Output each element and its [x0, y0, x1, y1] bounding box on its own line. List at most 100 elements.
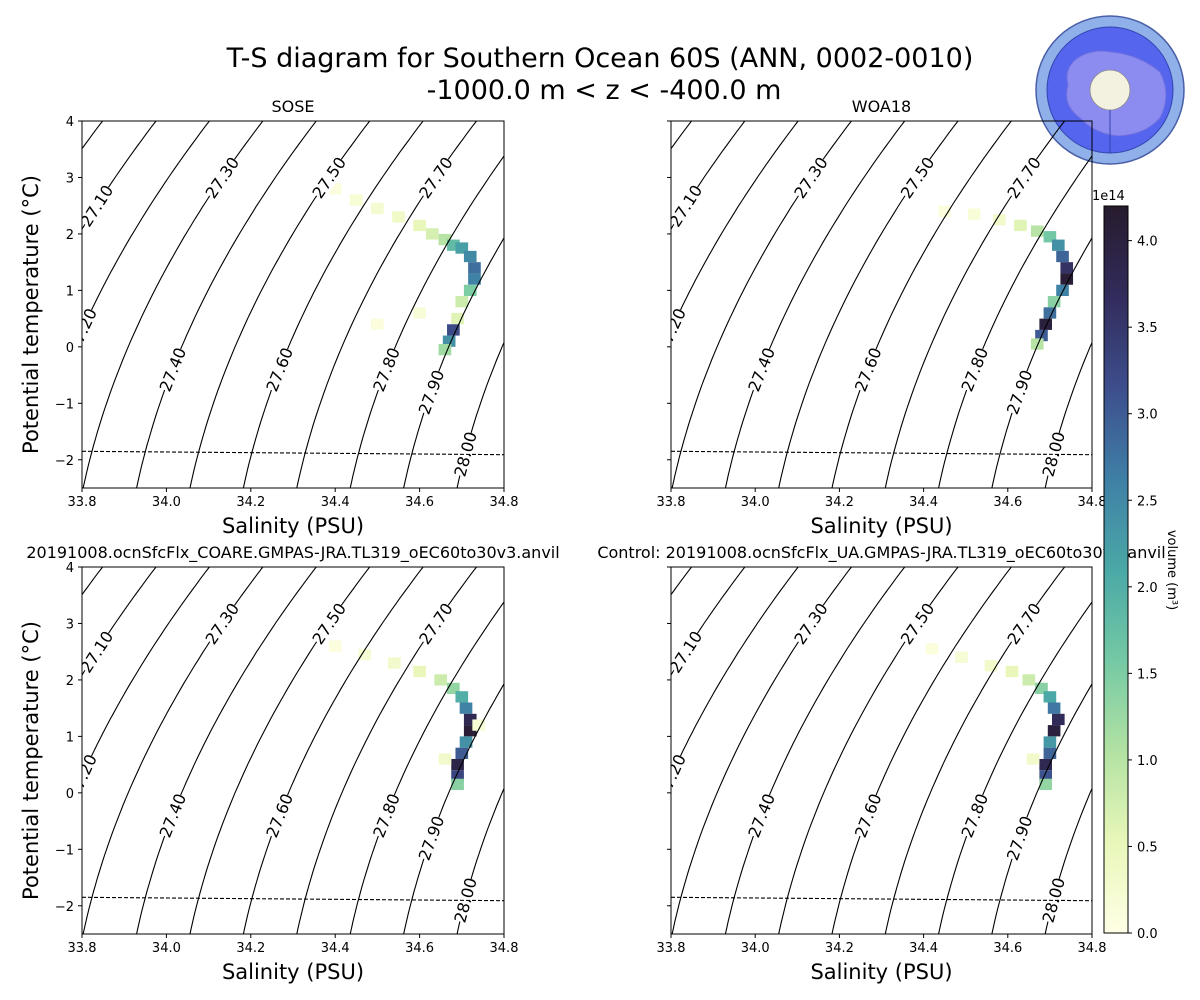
- x-tick-label: 34.0: [741, 941, 770, 956]
- heatmap-cell: [472, 719, 486, 731]
- panel-plot-area: 27.0027.1027.2027.3027.4027.5027.6027.70…: [631, 121, 1092, 488]
- y-tick-label: 0: [66, 341, 74, 356]
- density-contour: [242, 567, 424, 934]
- panel-title: WOA18: [852, 97, 911, 116]
- heatmap-cell: [442, 335, 456, 347]
- y-tick-label: −1: [55, 397, 74, 412]
- y-tick-label: 4: [66, 115, 74, 130]
- x-tick-label: 34.4: [321, 495, 350, 510]
- contour-label-bg: [671, 182, 705, 230]
- density-contour: [82, 121, 104, 150]
- density-contour: [1044, 787, 1092, 934]
- y-tick-label: −2: [55, 454, 74, 469]
- contour-label: 27.80: [369, 791, 404, 841]
- contour-label: 27.40: [744, 791, 779, 841]
- contour-label-bg: [1038, 430, 1068, 478]
- panel-title: Control: 20191008.ocnSfcFlx_UA.GMPAS-JRA…: [597, 543, 1165, 563]
- ts-panel-0: SOSE27.0027.1027.2027.3027.4027.5027.602…: [19, 97, 519, 538]
- colorbar-tick-label: 0.5: [1137, 840, 1158, 855]
- contour-label-bg: [450, 876, 480, 924]
- x-tick-label: 33.8: [68, 495, 97, 510]
- contour-label: 27.10: [76, 182, 117, 231]
- x-tick-label: 34.6: [405, 941, 434, 956]
- density-contour: [671, 121, 799, 332]
- x-tick-label: 34.8: [490, 941, 519, 956]
- x-tick-label: 34.4: [909, 941, 938, 956]
- contour-label-bg: [851, 791, 885, 840]
- heatmap-cell: [371, 318, 384, 330]
- heatmap-cell: [349, 194, 363, 206]
- heatmap-cell: [984, 660, 998, 672]
- heatmap-cell: [459, 736, 473, 748]
- antarctic-polar-map-icon: [1035, 15, 1185, 165]
- y-tick-label: −1: [55, 843, 74, 858]
- contour-label-bg: [450, 430, 480, 478]
- panel-plot-area: 27.0027.1027.2027.3027.4027.5027.6027.70…: [76, 567, 504, 934]
- colorbar-tick-label: 0.0: [1137, 927, 1158, 942]
- heatmap-cell: [468, 262, 481, 274]
- contour-label-bg: [155, 791, 189, 840]
- x-tick-label: 34.8: [490, 495, 519, 510]
- contour-label: 27.70: [415, 599, 457, 648]
- heatmap-cell: [1047, 296, 1061, 308]
- heatmap-cell: [1043, 691, 1057, 703]
- ts-panel-2: 20191008.ocnSfcFlx_COARE.GMPAS-JRA.TL319…: [19, 543, 560, 984]
- heatmap-cell: [1005, 665, 1019, 678]
- density-contour: [724, 567, 906, 934]
- heatmap-cell: [1056, 284, 1069, 297]
- freezing-point-line: [82, 896, 504, 902]
- density-contour: [671, 121, 692, 150]
- heatmap-cell: [1026, 753, 1040, 765]
- panel-title: SOSE: [271, 97, 314, 116]
- heatmap-cell: [451, 770, 464, 782]
- density-contour: [991, 682, 1092, 934]
- colorbar-multiplier: 1e14: [1092, 189, 1125, 204]
- contour-label-bg: [308, 154, 349, 201]
- figure-title-line2: -1000.0 m < z < -400.0 m: [427, 75, 782, 106]
- heatmap-cell: [451, 758, 464, 771]
- contour-label: 27.00: [630, 599, 672, 648]
- heatmap-cell: [451, 778, 464, 791]
- colorbar-tick-label: 3.0: [1137, 408, 1158, 423]
- heatmap-cell: [463, 284, 477, 297]
- contour-label-bg: [42, 154, 82, 200]
- x-tick-label: 34.4: [321, 941, 350, 956]
- contour-label-bg: [202, 600, 242, 647]
- contour-label-bg: [631, 154, 671, 200]
- contour-label: 27.10: [665, 628, 706, 677]
- heatmap-cell: [455, 747, 469, 759]
- heatmap-cell: [1043, 747, 1057, 759]
- panel-frame: [81, 566, 505, 935]
- density-contour: [403, 682, 504, 934]
- contour-label: 27.20: [653, 305, 689, 355]
- density-contour: [349, 155, 504, 488]
- contour-label-bg: [308, 600, 349, 647]
- density-contour: [671, 567, 692, 596]
- contour-label: 27.10: [76, 628, 117, 677]
- contour-label-bg: [1003, 600, 1044, 647]
- heatmap-cell: [1014, 219, 1027, 232]
- contour-label-bg: [415, 368, 448, 416]
- x-tick-label: 34.6: [993, 941, 1022, 956]
- heatmap-cell: [459, 702, 473, 714]
- y-tick-label: 2: [66, 228, 74, 243]
- density-contour: [82, 567, 264, 934]
- y-tick-label: 3: [66, 617, 74, 632]
- heatmap-cell: [1060, 273, 1074, 285]
- x-tick-label: 34.0: [152, 941, 181, 956]
- x-tick-label: 34.2: [236, 495, 265, 510]
- contour-label-bg: [744, 345, 778, 394]
- heatmap-cell: [1047, 702, 1061, 714]
- density-contour: [1044, 341, 1092, 488]
- heatmap-cell: [387, 657, 401, 669]
- heatmap-cell: [463, 725, 477, 737]
- heatmap-cell: [1043, 307, 1057, 319]
- contour-label: 27.60: [851, 791, 886, 841]
- x-tick-label: 34.6: [405, 495, 434, 510]
- heatmap-cell: [438, 344, 452, 356]
- heatmap-cell: [425, 228, 439, 240]
- x-tick-label: 33.8: [657, 941, 686, 956]
- contour-label-bg: [369, 345, 403, 394]
- heatmap-cell: [925, 643, 939, 655]
- contour-label: 27.90: [1003, 813, 1037, 863]
